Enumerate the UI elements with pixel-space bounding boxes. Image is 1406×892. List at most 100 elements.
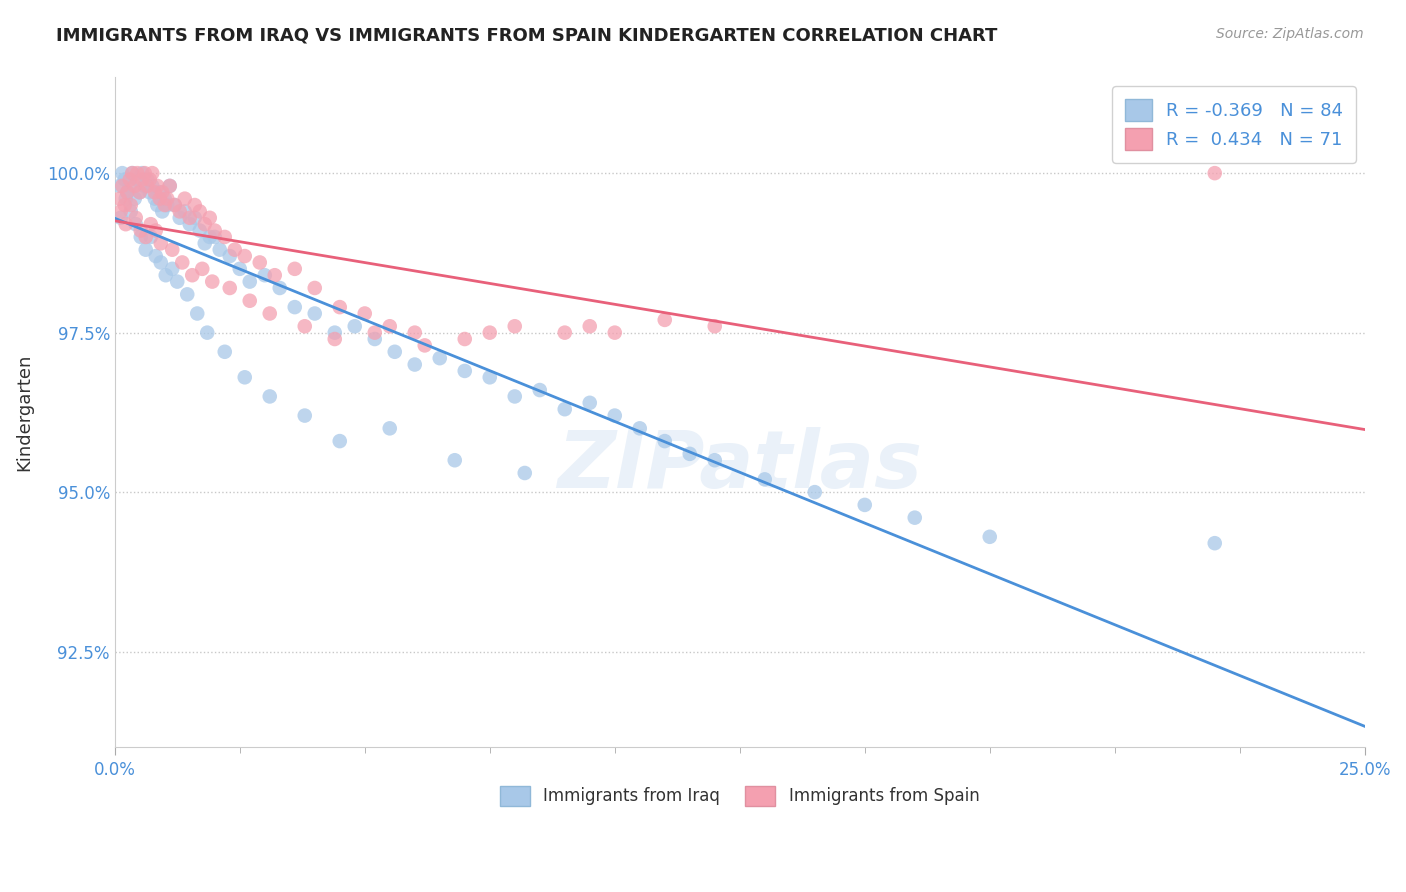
Point	[378, 421, 401, 435]
Point	[128, 186, 150, 200]
Point	[239, 293, 262, 308]
Point	[679, 447, 702, 461]
Point	[239, 275, 262, 289]
Point	[149, 186, 172, 200]
Point	[162, 261, 184, 276]
Point	[163, 198, 186, 212]
Point	[343, 319, 366, 334]
Point	[127, 172, 149, 186]
Point	[294, 409, 316, 423]
Point	[263, 268, 285, 283]
Point	[179, 211, 201, 225]
Text: IMMIGRANTS FROM IRAQ VS IMMIGRANTS FROM SPAIN KINDERGARTEN CORRELATION CHART: IMMIGRANTS FROM IRAQ VS IMMIGRANTS FROM …	[56, 27, 998, 45]
Point	[128, 186, 150, 200]
Point	[603, 409, 626, 423]
Point	[229, 261, 252, 276]
Point	[172, 255, 194, 269]
Point	[120, 198, 142, 212]
Point	[443, 453, 465, 467]
Point	[384, 344, 406, 359]
Point	[454, 364, 477, 378]
Point	[135, 243, 157, 257]
Point	[114, 172, 136, 186]
Point	[191, 261, 214, 276]
Point	[198, 211, 221, 225]
Point	[118, 172, 141, 186]
Point	[904, 510, 927, 524]
Point	[134, 178, 156, 193]
Point	[233, 370, 256, 384]
Point	[146, 178, 169, 193]
Point	[513, 466, 536, 480]
Point	[118, 178, 141, 193]
Point	[131, 172, 153, 186]
Point	[149, 236, 172, 251]
Point	[110, 204, 132, 219]
Point	[124, 192, 146, 206]
Point	[304, 306, 326, 320]
Point	[156, 192, 179, 206]
Point	[141, 178, 163, 193]
Point	[194, 236, 217, 251]
Point	[125, 211, 148, 225]
Point	[578, 396, 600, 410]
Point	[269, 281, 291, 295]
Point	[478, 326, 501, 340]
Point	[188, 223, 211, 237]
Point	[323, 332, 346, 346]
Point	[1204, 536, 1226, 550]
Point	[201, 275, 224, 289]
Point	[454, 332, 477, 346]
Point	[233, 249, 256, 263]
Point	[628, 421, 651, 435]
Point	[139, 230, 162, 244]
Point	[378, 319, 401, 334]
Point	[156, 198, 179, 212]
Point	[195, 326, 218, 340]
Text: Source: ZipAtlas.com: Source: ZipAtlas.com	[1216, 27, 1364, 41]
Point	[145, 249, 167, 263]
Point	[139, 217, 162, 231]
Point	[654, 434, 676, 449]
Point	[204, 223, 226, 237]
Point	[150, 204, 173, 219]
Point	[554, 326, 576, 340]
Point	[169, 211, 191, 225]
Point	[114, 192, 136, 206]
Point	[120, 204, 142, 219]
Point	[127, 166, 149, 180]
Point	[853, 498, 876, 512]
Point	[214, 230, 236, 244]
Point	[108, 192, 131, 206]
Point	[198, 230, 221, 244]
Point	[979, 530, 1001, 544]
Point	[554, 402, 576, 417]
Point	[145, 223, 167, 237]
Point	[208, 243, 231, 257]
Point	[141, 166, 163, 180]
Point	[304, 281, 326, 295]
Point	[503, 389, 526, 403]
Point	[188, 204, 211, 219]
Point	[146, 198, 169, 212]
Point	[294, 319, 316, 334]
Point	[176, 287, 198, 301]
Point	[149, 255, 172, 269]
Point	[364, 326, 387, 340]
Point	[179, 217, 201, 231]
Point	[224, 243, 246, 257]
Point	[163, 198, 186, 212]
Point	[413, 338, 436, 352]
Point	[429, 351, 451, 366]
Point	[110, 211, 132, 225]
Point	[129, 230, 152, 244]
Point	[111, 166, 134, 180]
Point	[162, 243, 184, 257]
Point	[754, 472, 776, 486]
Point	[184, 198, 207, 212]
Point	[253, 268, 276, 283]
Point	[121, 166, 143, 180]
Point	[529, 383, 551, 397]
Point	[323, 326, 346, 340]
Point	[703, 453, 725, 467]
